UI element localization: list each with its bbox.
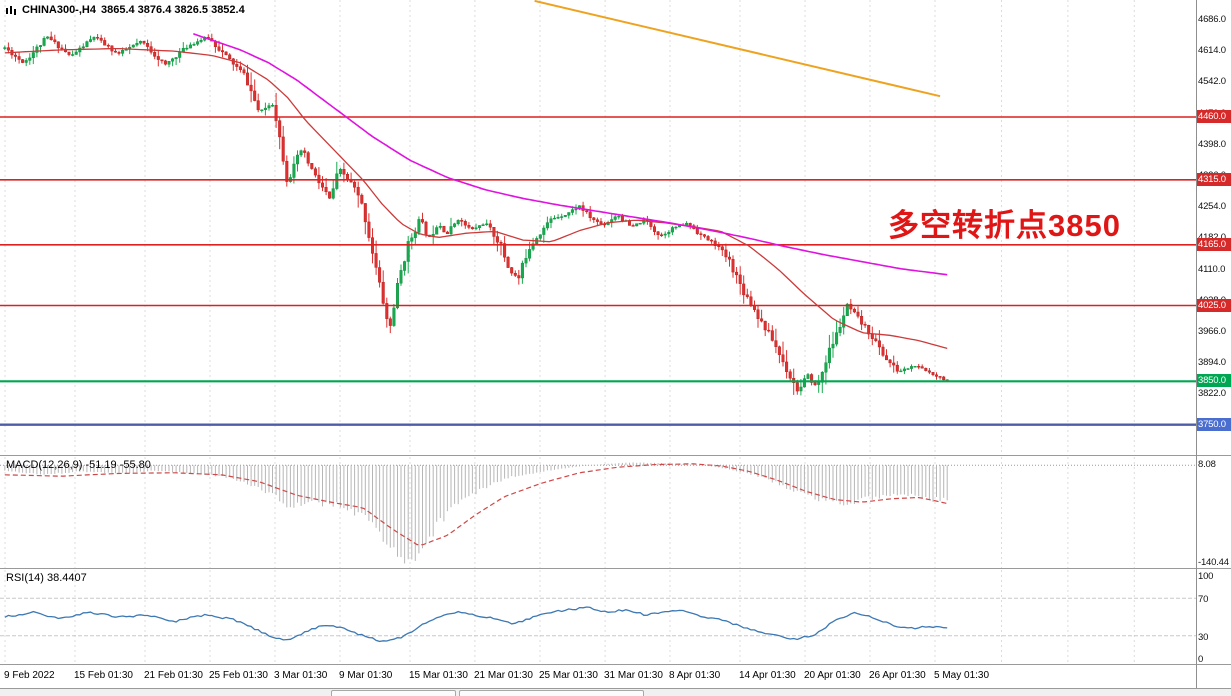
price-tick: 4182.0 <box>1198 232 1226 243</box>
rsi-svg[interactable] <box>0 570 1196 664</box>
time-label: 21 Feb 01:30 <box>144 670 203 681</box>
time-label: 9 Feb 2022 <box>4 670 55 681</box>
time-label: 31 Mar 01:30 <box>604 670 663 681</box>
time-label: 9 Mar 01:30 <box>339 670 393 681</box>
price-tick: 4110.0 <box>1198 264 1226 275</box>
rsi-scale-label: 0 <box>1198 654 1204 665</box>
chart-title: CHINA300-,H4 3865.4 3876.4 3826.5 3852.4 <box>6 4 245 16</box>
macd-histogram <box>4 462 948 564</box>
bottom-tab-strip <box>0 689 1231 696</box>
panel-separator[interactable] <box>0 568 1231 569</box>
rsi-line <box>4 606 948 643</box>
time-label: 21 Mar 01:30 <box>474 670 533 681</box>
symbol-period-label: CHINA300-,H4 <box>22 4 96 16</box>
bottom-separator <box>0 688 1231 689</box>
time-axis[interactable]: 9 Feb 2022 15 Feb 01:30 21 Feb 01:30 25 Feb… <box>0 665 1196 688</box>
rsi-panel[interactable] <box>0 570 1196 664</box>
grid-lines <box>4 570 1135 664</box>
rsi-scale-label: 30 <box>1198 632 1209 643</box>
price-tick: 4614.0 <box>1198 45 1226 56</box>
price-level-badge-4025.0: 4025.0 <box>1196 299 1231 312</box>
panel-separator[interactable] <box>0 455 1231 456</box>
price-level-badge-3850.0: 3850.0 <box>1196 374 1231 387</box>
time-label: 25 Mar 01:30 <box>539 670 598 681</box>
macd-scale-label: -140.44 <box>1198 557 1229 568</box>
macd-label: MACD(12,26,9) -51.19 -55.80 <box>6 459 151 471</box>
bottom-tab[interactable] <box>459 690 644 696</box>
price-levels-group <box>0 116 1196 426</box>
grid-lines <box>4 457 1135 568</box>
price-level-badge-4315.0: 4315.0 <box>1196 173 1231 186</box>
time-label: 20 Apr 01:30 <box>804 670 861 681</box>
ma-fast-red <box>4 47 948 350</box>
chart-icon <box>6 5 17 16</box>
grid-lines <box>4 0 1135 455</box>
price-tick: 4254.0 <box>1198 201 1226 212</box>
price-tick: 4542.0 <box>1198 76 1226 87</box>
macd-scale-label: 8.08 <box>1198 459 1216 470</box>
time-label: 15 Mar 01:30 <box>409 670 468 681</box>
rsi-scale-label: 100 <box>1198 571 1214 582</box>
time-label: 26 Apr 01:30 <box>869 670 926 681</box>
time-label: 25 Feb 01:30 <box>209 670 268 681</box>
price-tick: 3894.0 <box>1198 357 1226 368</box>
price-tick: 3966.0 <box>1198 326 1226 337</box>
time-label: 5 May 01:30 <box>934 670 990 681</box>
trendline-orange <box>534 0 941 98</box>
ma-slow-magenta <box>193 33 948 276</box>
panel-separator <box>0 664 1231 665</box>
price-level-badge-4165.0: 4165.0 <box>1196 238 1231 251</box>
bottom-tab[interactable] <box>331 690 456 696</box>
ohlc-values: 3865.4 3876.4 3826.5 3852.4 <box>100 4 245 16</box>
price-level-badge-4460.0: 4460.0 <box>1196 110 1231 123</box>
price-level-badge-3750.0: 3750.0 <box>1196 418 1231 431</box>
time-label: 8 Apr 01:30 <box>669 670 721 681</box>
price-scale[interactable]: 4686.04614.04542.04470.04398.04326.04254… <box>1196 0 1231 696</box>
rsi-scale-label: 70 <box>1198 594 1209 605</box>
time-label: 3 Mar 01:30 <box>274 670 328 681</box>
price-tick: 4686.0 <box>1198 14 1226 25</box>
time-label: 15 Feb 01:30 <box>74 670 133 681</box>
main-chart-panel[interactable]: CHINA300-,H4 3865.4 3876.4 3826.5 3852.4… <box>0 0 1196 455</box>
macd-svg[interactable] <box>0 457 1196 568</box>
price-tick: 4398.0 <box>1198 139 1226 150</box>
main-chart-svg[interactable] <box>0 0 1196 455</box>
macd-panel[interactable] <box>0 457 1196 568</box>
scale-divider <box>1196 0 1197 688</box>
rsi-label: RSI(14) 38.4407 <box>6 572 87 584</box>
annotation-text: 多空转折点3850 <box>888 208 1121 243</box>
price-tick: 3822.0 <box>1198 388 1226 399</box>
time-label: 14 Apr 01:30 <box>739 670 796 681</box>
